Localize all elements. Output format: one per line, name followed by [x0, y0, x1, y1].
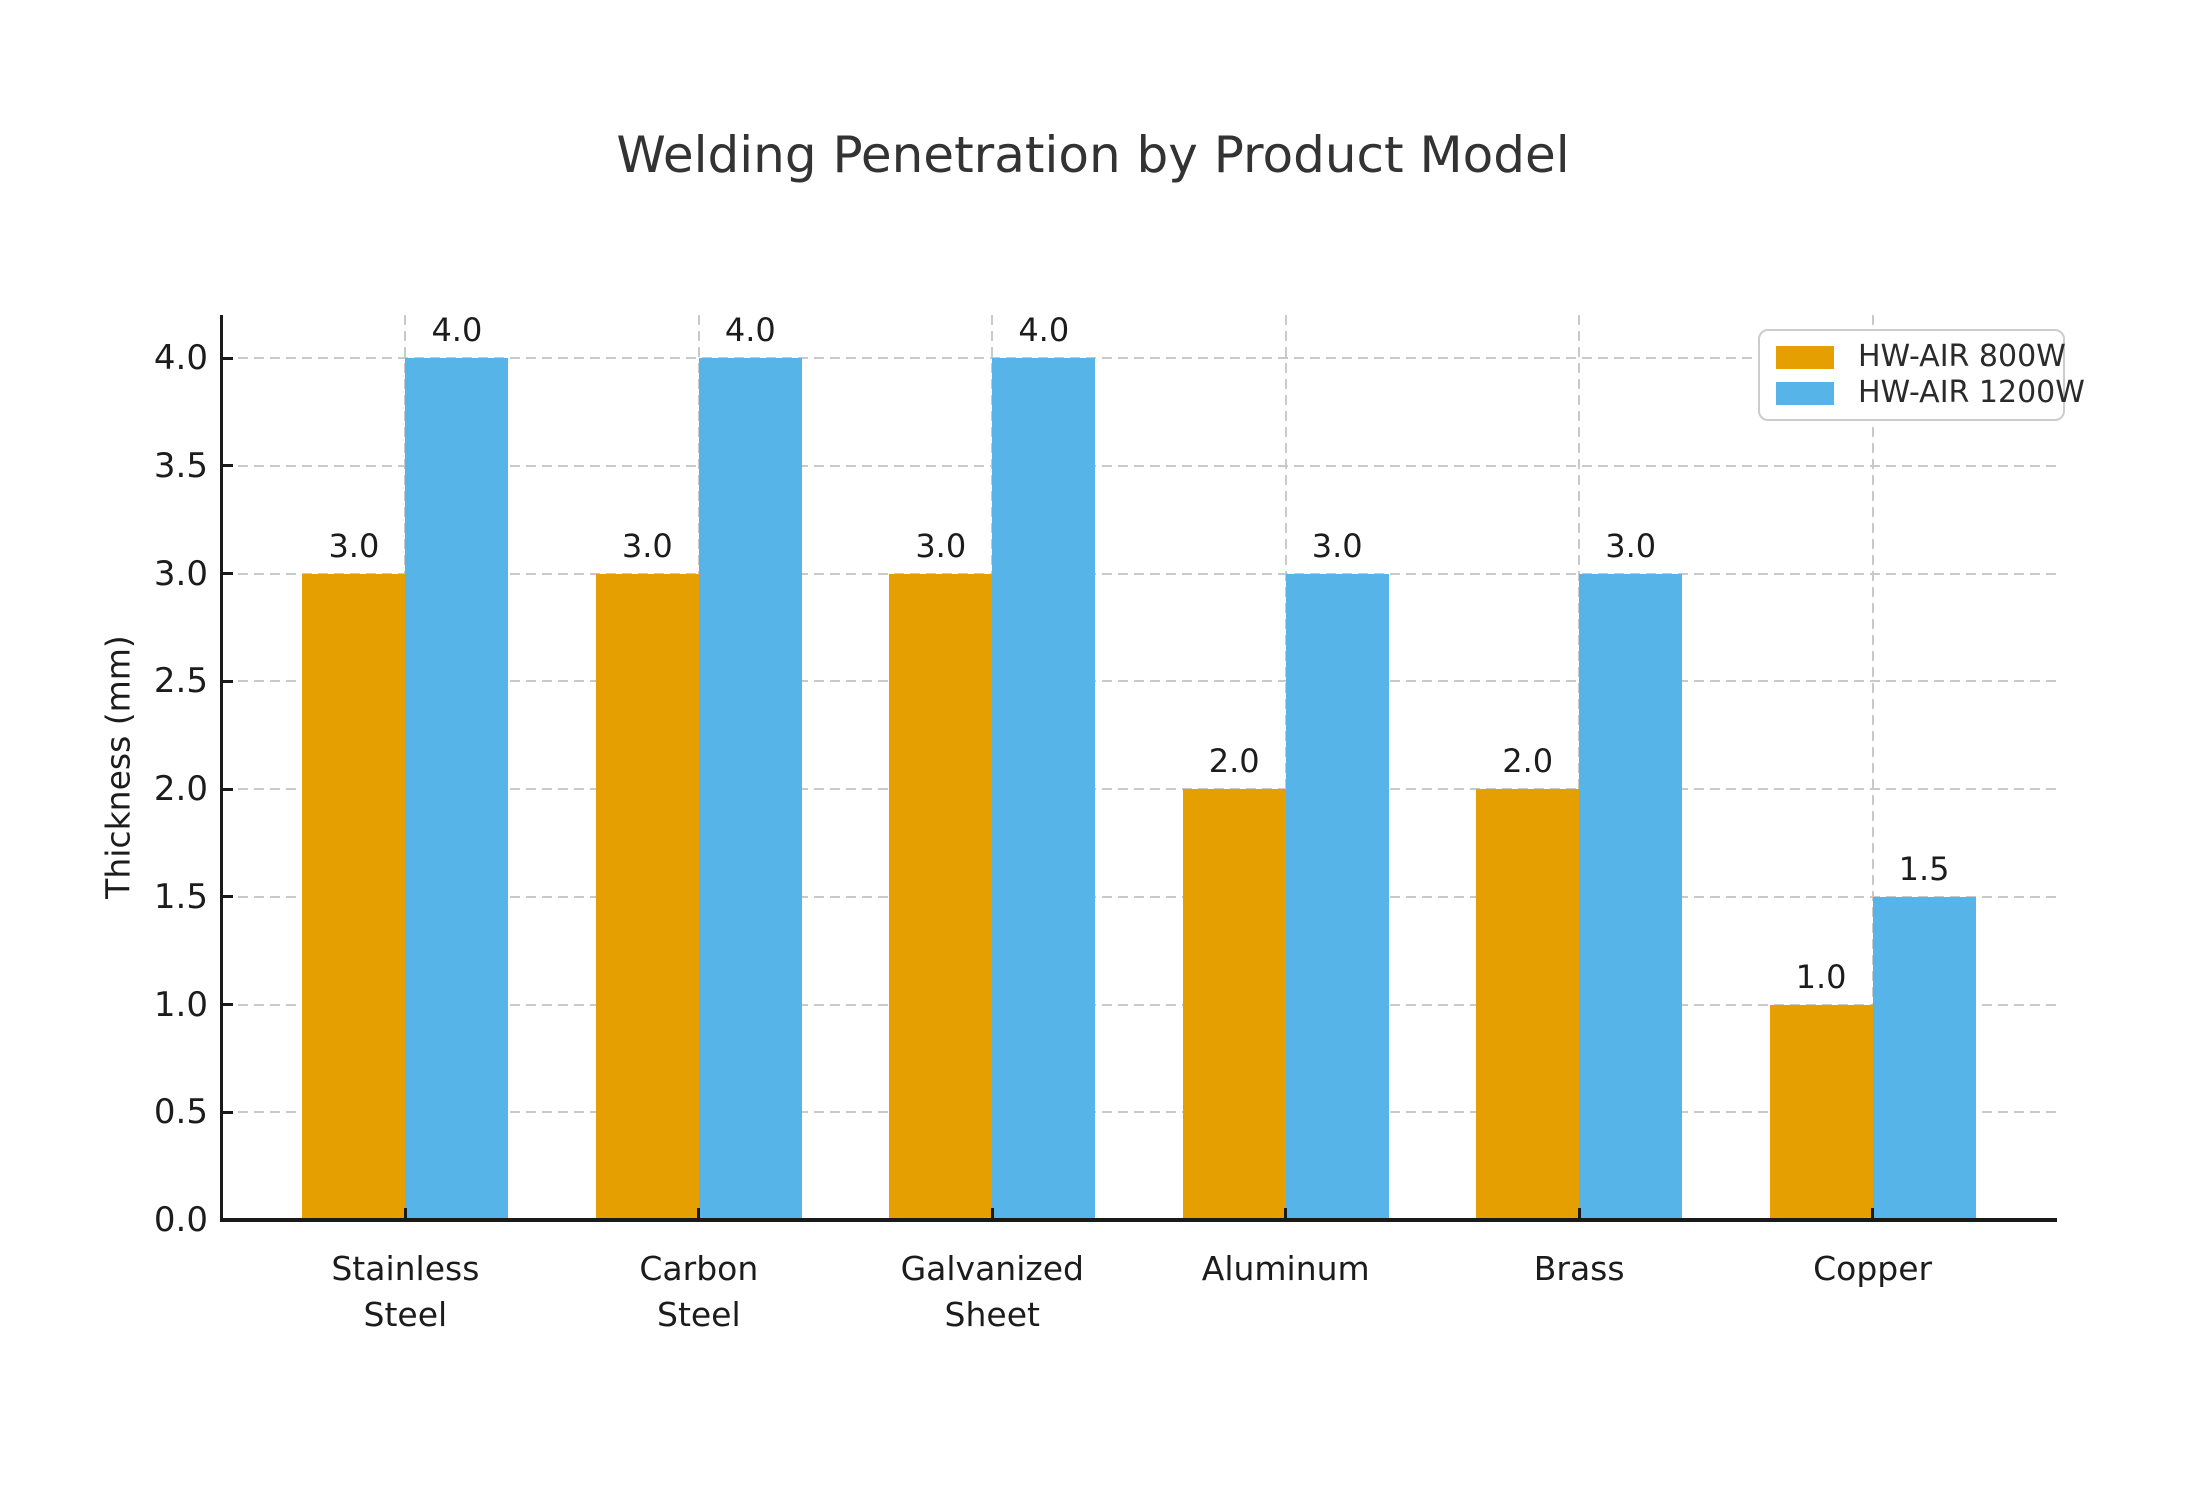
- y-tick-mark: [222, 1110, 233, 1114]
- y-tick-label: 1.0: [153, 984, 208, 1025]
- gridline-horizontal: [222, 572, 2056, 575]
- legend-item: HW-AIR 1200W: [1776, 378, 2085, 408]
- x-tick-label: Carbon Steel: [639, 1249, 759, 1334]
- x-tick-mark: [697, 1208, 701, 1220]
- chart-title: Welding Penetration by Product Model: [616, 126, 1570, 184]
- gridline-horizontal: [222, 357, 2056, 360]
- x-tick-label: Stainless Steel: [331, 1249, 480, 1334]
- plot-area: 3.0 3.0 3.0 2.0 2.0 1.0 4.0 4.0 4.0 3.0 3.0 1.5: [222, 311, 2056, 1220]
- bar: [595, 573, 699, 1220]
- y-tick-label: 0.5: [153, 1092, 208, 1133]
- y-axis-spine: [220, 315, 223, 1222]
- legend: HW-AIR 800W HW-AIR 1200W: [1758, 329, 2085, 421]
- bar: [405, 358, 509, 1220]
- x-tick-label: Brass: [1533, 1249, 1625, 1288]
- x-tick-mark: [1284, 1208, 1288, 1220]
- y-tick-label: 0.0: [153, 1200, 208, 1240]
- bar-value-label: 1.5: [1898, 849, 1950, 888]
- gridline-horizontal: [222, 1003, 2056, 1006]
- legend-item: HW-AIR 800W: [1776, 342, 2066, 372]
- y-tick-mark: [222, 1218, 233, 1222]
- bar: [698, 358, 802, 1220]
- bar: [302, 573, 406, 1220]
- legend-label: HW-AIR 800W: [1858, 339, 2066, 374]
- y-tick-mark: [222, 356, 233, 360]
- x-tick-mark: [990, 1208, 994, 1220]
- legend-label: HW-AIR 1200W: [1858, 375, 2085, 410]
- gridline-horizontal: [222, 1111, 2056, 1114]
- bar: [1476, 789, 1580, 1220]
- y-tick-label: 4.0: [153, 338, 208, 379]
- x-tick-mark: [1871, 1208, 1875, 1220]
- bar-value-label: 3.0: [915, 526, 967, 565]
- bar-value-label: 3.0: [1605, 526, 1657, 565]
- bar: [1182, 789, 1286, 1220]
- bar-value-label: 3.0: [621, 526, 673, 565]
- bar: [992, 358, 1096, 1220]
- bar: [1769, 1004, 1873, 1220]
- x-axis-spine: [220, 1218, 2057, 1222]
- x-tick-label: Copper: [1813, 1249, 1933, 1288]
- y-tick-label: 2.5: [153, 661, 208, 702]
- y-tick-mark: [222, 464, 233, 468]
- y-tick-mark: [222, 679, 233, 683]
- x-tick-label: Galvanized Sheet: [900, 1249, 1084, 1334]
- y-tick-label: 1.5: [153, 876, 208, 917]
- y-tick-mark: [222, 572, 233, 576]
- x-tick-mark: [403, 1208, 407, 1220]
- bar-value-label: 4.0: [431, 311, 483, 350]
- y-tick-mark: [222, 895, 233, 899]
- bar-value-label: 4.0: [1018, 311, 1070, 350]
- gridline-horizontal: [222, 680, 2056, 683]
- gridline-horizontal: [222, 788, 2056, 791]
- legend-swatch-icon: [1776, 381, 1834, 405]
- bar-value-label: 3.0: [1311, 526, 1363, 565]
- bar-value-label: 3.0: [328, 526, 380, 565]
- bar-value-label: 4.0: [724, 311, 776, 350]
- bar: [1579, 573, 1683, 1220]
- y-tick-mark: [222, 787, 233, 791]
- bar-value-label: 1.0: [1795, 957, 1847, 996]
- y-tick-label: 3.5: [153, 445, 208, 486]
- gridline-horizontal: [222, 895, 2056, 898]
- y-tick-label: 2.0: [153, 769, 208, 810]
- y-tick-mark: [222, 1003, 233, 1007]
- gridline-vertical: [1871, 315, 1874, 1220]
- bar-value-label: 2.0: [1502, 742, 1554, 781]
- x-tick-mark: [1577, 1208, 1581, 1220]
- legend-swatch-icon: [1776, 345, 1834, 369]
- gridline-horizontal: [222, 464, 2056, 467]
- bar: [1872, 896, 1976, 1220]
- bar: [1285, 573, 1389, 1220]
- bar-value-label: 2.0: [1208, 742, 1260, 781]
- y-tick-label: 3.0: [153, 553, 208, 594]
- bar: [889, 573, 993, 1220]
- x-tick-label: Aluminum: [1201, 1249, 1370, 1288]
